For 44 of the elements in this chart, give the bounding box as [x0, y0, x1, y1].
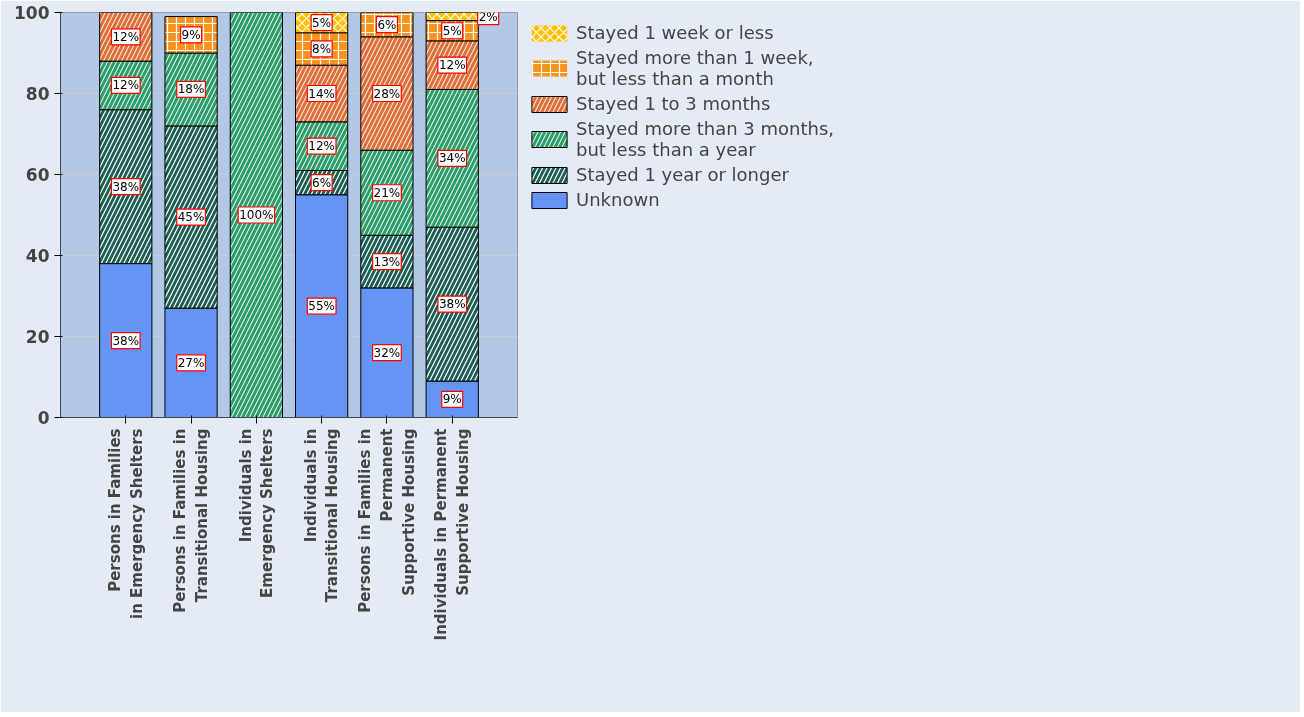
data-label: 32%	[373, 345, 401, 360]
data-label: 34%	[438, 151, 466, 166]
data-label: 12%	[438, 58, 466, 73]
x-tick-label: Persons in Families in Transitional Housing	[171, 428, 211, 613]
legend-label: Stayed more than 3 months, but less than a year	[576, 118, 835, 160]
y-tick-label: 80	[25, 84, 50, 104]
x-tick-label: Individuals in Transitional Housing	[301, 428, 342, 603]
data-label: 27%	[177, 355, 205, 370]
data-label: 6%	[377, 17, 397, 32]
x-tick-label: Individuals in Emergency Shelters	[236, 428, 277, 598]
data-label: 28%	[373, 86, 401, 101]
data-label: 5%	[312, 15, 332, 30]
data-label: 21%	[373, 185, 401, 200]
data-label: 12%	[308, 139, 335, 154]
x-tick-label: Persons in Families in Permanent Supportive Housing	[356, 428, 418, 613]
y-tick-label: 0	[37, 408, 50, 428]
data-label: 8%	[312, 41, 332, 56]
data-label: 13%	[373, 254, 401, 269]
x-tick-label: Individuals in Permanent Supportive Housing	[432, 428, 473, 641]
data-label: 9%	[181, 27, 201, 42]
y-tick-label: 20	[25, 327, 50, 347]
data-label: 55%	[308, 299, 335, 314]
data-label: 38%	[112, 179, 140, 194]
y-tick-label: 60	[25, 165, 50, 185]
y-tick-label: 100	[14, 3, 50, 23]
data-label: 12%	[112, 29, 140, 44]
legend-label: Stayed more than 1 week, but less than a month	[576, 47, 814, 89]
legend-label: Unknown	[576, 189, 660, 210]
data-label: 12%	[112, 78, 140, 93]
x-tick-label: Persons in Families in Emergency Shelters	[105, 428, 146, 619]
y-tick-label: 40	[25, 246, 50, 266]
data-label: 9%	[442, 392, 462, 407]
data-label: 5%	[442, 23, 462, 38]
legend-label: Stayed 1 year or longer	[576, 164, 789, 185]
legend-label: Stayed 1 to 3 months	[576, 93, 771, 114]
data-label: 38%	[112, 333, 140, 348]
data-label: 14%	[308, 86, 335, 101]
data-label: 38%	[438, 297, 466, 312]
data-label: 45%	[177, 210, 205, 225]
data-label: 100%	[239, 208, 274, 222]
data-label: 2%	[478, 9, 498, 24]
data-label: 6%	[312, 175, 332, 190]
legend-label: Stayed 1 week or less	[576, 22, 774, 43]
data-label: 18%	[177, 82, 205, 97]
